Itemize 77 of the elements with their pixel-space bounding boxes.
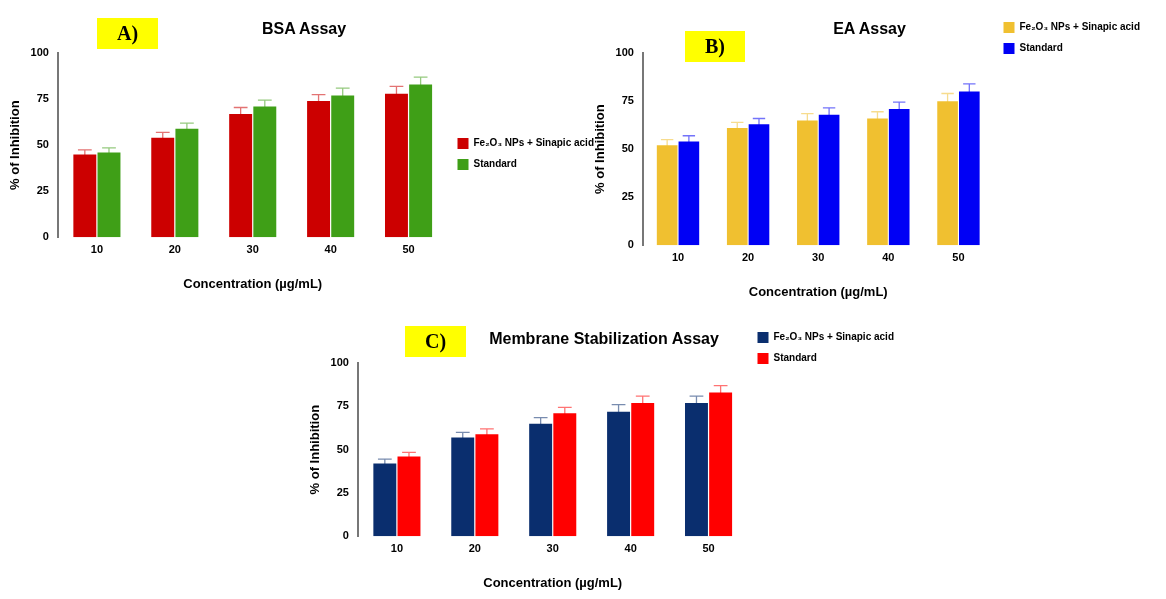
legend-label: Fe₂O₃ NPs + Sinapic acid [1019, 21, 1140, 33]
bar [607, 411, 631, 537]
bar [818, 114, 840, 246]
y-tick-label: 100 [330, 356, 349, 369]
chart-title: BSA Assay [261, 20, 347, 38]
chart-title: EA Assay [833, 20, 906, 38]
bar [385, 93, 408, 238]
x-tick-label: 30 [246, 242, 259, 255]
y-tick-label: 75 [36, 92, 49, 105]
x-axis-title: Concentration (µg/mL) [748, 283, 888, 299]
bar [529, 423, 553, 537]
bar [253, 106, 277, 238]
x-tick-label: 40 [882, 250, 895, 263]
y-tick-label: 25 [621, 190, 634, 203]
bar [553, 413, 577, 537]
y-tick-label: 25 [336, 485, 349, 498]
bar [397, 456, 421, 537]
bar [307, 101, 331, 238]
bar [709, 392, 733, 537]
x-tick-label: 20 [741, 250, 755, 263]
bar [958, 91, 980, 246]
x-tick-label: 10 [671, 250, 685, 263]
x-axis-title: Concentration (µg/mL) [483, 574, 623, 590]
x-tick-label: 20 [168, 242, 181, 255]
x-tick-label: 50 [952, 250, 965, 263]
y-tick-label: 50 [336, 442, 349, 455]
bar [631, 402, 655, 537]
x-axis-title: Concentration (µg/mL) [183, 275, 323, 291]
y-tick-label: 25 [36, 184, 49, 197]
y-tick-label: 50 [621, 142, 634, 155]
bar [797, 120, 818, 246]
bar [373, 463, 397, 537]
bar [678, 141, 700, 246]
x-tick-label: 10 [90, 242, 104, 255]
y-tick-label: 0 [42, 230, 49, 243]
bar [867, 118, 888, 246]
x-tick-label: 50 [702, 541, 715, 554]
bar [726, 128, 748, 246]
y-tick-label: 75 [336, 399, 349, 412]
x-tick-label: 20 [468, 541, 481, 554]
bar [151, 137, 175, 238]
bar [937, 101, 958, 246]
y-axis-title: % of Inhibition [7, 100, 23, 190]
bar [888, 108, 910, 246]
y-tick-label: 50 [36, 138, 49, 151]
text: C) [405, 326, 467, 357]
bar [73, 154, 97, 238]
annotation: B) [685, 31, 745, 62]
bar [175, 128, 199, 238]
legend-label: Fe₂O₃ NPs + Sinapic acid [473, 137, 594, 149]
text: A) [97, 18, 159, 49]
chart-title: Membrane Stabilization Assay [489, 330, 719, 348]
x-tick-label: 30 [812, 250, 825, 263]
x-tick-label: 50 [402, 242, 415, 255]
bar [451, 437, 475, 537]
bar [229, 113, 253, 238]
x-tick-label: 10 [390, 541, 404, 554]
y-tick-label: 0 [342, 529, 349, 542]
y-axis-title: % of Inhibition [307, 404, 323, 495]
y-tick-label: 0 [627, 238, 634, 251]
legend-label: Standard [473, 158, 517, 170]
legend-label: Standard [1019, 42, 1063, 54]
legend-label: Fe₂O₃ NPs + Sinapic acid [773, 331, 894, 343]
bar [748, 124, 770, 246]
y-tick-label: 75 [621, 94, 634, 107]
bar [97, 152, 121, 238]
bar [409, 84, 433, 238]
y-tick-label: 100 [30, 46, 49, 59]
x-tick-label: 40 [324, 242, 337, 255]
bar [475, 434, 499, 537]
bar [331, 95, 355, 238]
legend-label: Standard [773, 352, 817, 364]
x-tick-label: 30 [546, 541, 559, 554]
y-tick-label: 100 [615, 46, 634, 59]
bar [685, 402, 708, 537]
x-tick-label: 40 [624, 541, 637, 554]
bar [656, 145, 678, 246]
